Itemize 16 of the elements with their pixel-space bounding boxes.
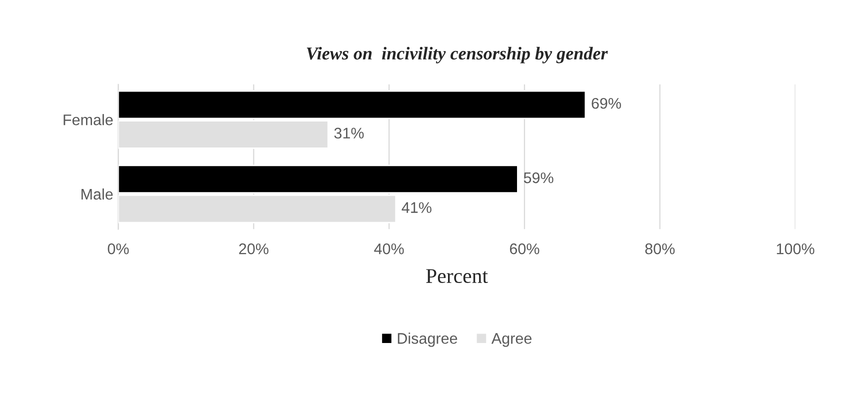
y-tick-label: Male (82, 188, 113, 200)
chart-title: Views on incivility censorship by gender (306, 46, 608, 64)
x-tick-label: 0% (108, 243, 129, 254)
x-tick-label: 80% (645, 243, 675, 254)
data-label: 31% (334, 128, 364, 139)
x-tick-label: 40% (374, 243, 404, 254)
data-label: 41% (402, 202, 432, 213)
x-tick-label: 60% (510, 243, 540, 254)
data-label: 69% (592, 98, 622, 109)
legend-label: Agree (491, 333, 532, 347)
legend-label: Disagree (398, 332, 458, 347)
data-label: 59% (524, 172, 554, 184)
x-axis-title: Percent (426, 269, 488, 284)
x-tick-label: 20% (239, 243, 268, 254)
x-tick-label: 100% (776, 243, 814, 254)
y-tick-label: Female (64, 114, 113, 126)
